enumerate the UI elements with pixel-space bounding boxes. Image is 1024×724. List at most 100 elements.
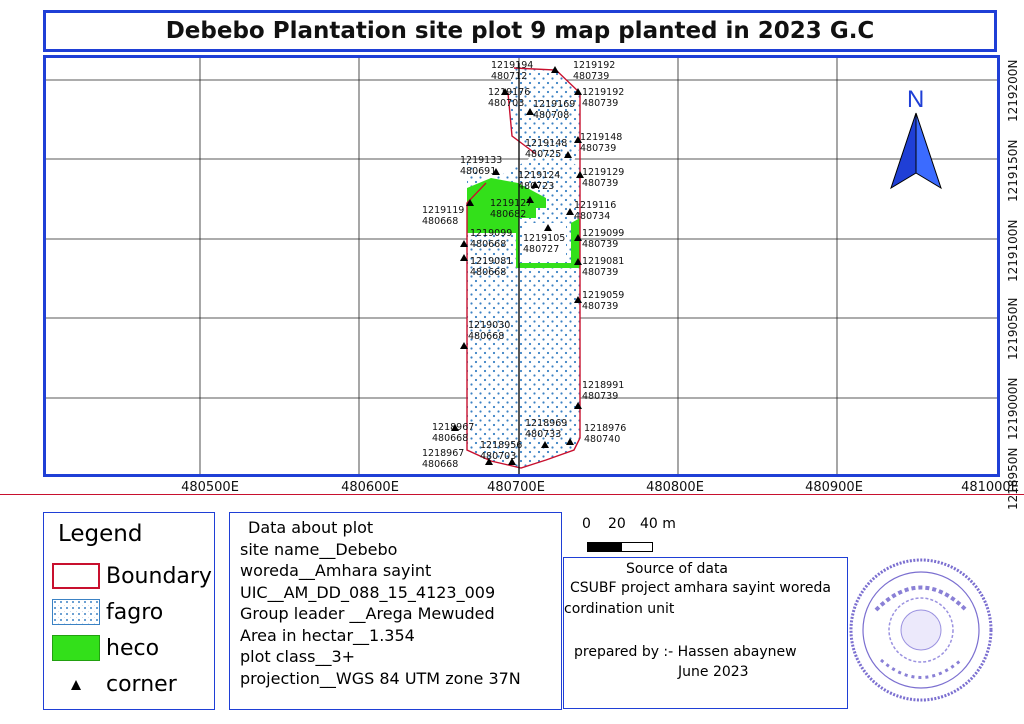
plot-info-panel: Data about plot site name__Debebo woreda…: [229, 512, 562, 710]
corner-coord-label: 1219030 480668: [468, 320, 511, 342]
legend-boundary-label: Boundary: [106, 564, 212, 589]
corner-marker-icon: [574, 136, 582, 143]
plot-info-line: plot class__3+: [240, 647, 356, 666]
y-tick-label: 1219100N: [1006, 219, 1020, 282]
corner-marker-icon: [508, 458, 516, 465]
corner-marker-icon: [460, 240, 468, 247]
x-tick-label: 480500E: [181, 480, 239, 495]
legend-panel: Legend Boundary fagro heco corner: [43, 512, 215, 710]
plot-info-heading: Data about plot: [248, 518, 374, 537]
corner-coord-label: 1218967 480668: [422, 448, 465, 470]
legend-corner-icon: [71, 680, 81, 690]
corner-marker-icon: [566, 438, 574, 445]
corner-coord-label: 1219194 480712: [491, 60, 534, 82]
corner-coord-label: 1219169 480708: [533, 99, 576, 121]
prepared-by: prepared by :- Hassen abaynew: [574, 644, 797, 660]
corner-marker-icon: [551, 66, 559, 73]
corner-coord-label: 1219105 480727: [523, 233, 566, 255]
corner-marker-icon: [451, 424, 459, 431]
legend-fagro-label: fagro: [106, 600, 164, 625]
prepared-date: June 2023: [678, 664, 749, 680]
plot-info-line: woreda__Amhara sayint: [240, 561, 432, 580]
corner-marker-icon: [564, 151, 572, 158]
map-canvas: [46, 58, 997, 474]
corner-marker-icon: [544, 224, 552, 231]
legend-corner-label: corner: [106, 672, 177, 697]
map-title-box: Debebo Plantation site plot 9 map plante…: [43, 10, 997, 52]
corner-marker-icon: [541, 441, 549, 448]
corner-marker-icon: [576, 171, 584, 178]
corner-marker-icon: [501, 88, 509, 95]
north-arrow: N: [890, 86, 942, 190]
corner-coord-label: 1218956 480703: [480, 440, 523, 462]
map-frame: N: [43, 55, 1000, 477]
corner-marker-icon: [574, 296, 582, 303]
legend-title: Legend: [58, 521, 143, 547]
corner-coord-label: 1219099 480668: [470, 228, 513, 250]
corner-marker-icon: [574, 402, 582, 409]
scale-label-0: 0: [582, 516, 591, 532]
y-tick-label: 1219150N: [1006, 139, 1020, 202]
corner-coord-label: 1219099 480739: [582, 228, 625, 250]
legend-heco-swatch: [52, 635, 100, 661]
scale-label-20: 20: [608, 516, 626, 532]
corner-marker-icon: [460, 342, 468, 349]
corner-marker-icon: [526, 196, 534, 203]
plot-info-line: Area in hectar__1.354: [240, 625, 415, 645]
corner-coord-label: 1219148 480725: [525, 138, 568, 160]
heco-area: [467, 178, 580, 268]
corner-coord-label: 1219133 480691: [460, 155, 503, 177]
corner-marker-icon: [466, 199, 474, 206]
corner-marker-icon: [574, 234, 582, 241]
y-tick-label: 1218950N: [1006, 447, 1020, 510]
y-tick-label: 1219050N: [1006, 297, 1020, 360]
corner-marker-icon: [526, 108, 534, 115]
map-bottom-redline: [0, 494, 1024, 495]
corner-coord-label: 1219192 480739: [573, 60, 616, 82]
corner-coord-label: 1219081 480668: [470, 256, 513, 278]
corner-marker-icon: [460, 254, 468, 261]
source-panel: Source of data CSUBF project amhara sayi…: [563, 557, 848, 709]
scale-label-40m: 40 m: [640, 516, 676, 532]
plot-info-line: Group leader __Arega Mewuded: [240, 604, 495, 623]
corner-marker-icon: [566, 208, 574, 215]
corner-coord-label: 1219127 480682: [490, 198, 533, 220]
x-tick-label: 480800E: [646, 480, 704, 495]
corner-marker-icon: [485, 458, 493, 465]
scale-bar: 0 20 40 m: [580, 516, 700, 556]
legend-heco-label: heco: [106, 636, 160, 661]
legend-boundary-swatch: [52, 563, 100, 589]
source-line1: CSUBF project amhara sayint woreda: [570, 580, 831, 596]
official-stamp-seal: [849, 558, 993, 702]
y-tick-label: 1219000N: [1006, 377, 1020, 440]
corner-coord-label: 1218976 480740: [584, 423, 627, 445]
x-tick-label: 480600E: [341, 480, 399, 495]
corner-marker-icon: [574, 88, 582, 95]
corner-marker-icon: [574, 258, 582, 265]
x-tick-label: 480900E: [805, 480, 863, 495]
heco-small: [491, 203, 519, 218]
map-title: Debebo Plantation site plot 9 map plante…: [165, 18, 875, 44]
corner-marker-icon: [492, 168, 500, 175]
corner-coord-label: 1219059 480739: [582, 290, 625, 312]
y-tick-label: 1219200N: [1006, 59, 1020, 122]
corner-coord-label: 1219081 480739: [582, 256, 625, 278]
legend-fagro-swatch: [52, 599, 100, 625]
corner-coord-label: 1219148 480739: [580, 132, 623, 154]
x-tick-label: 480700E: [487, 480, 545, 495]
corner-coord-label: 1218969 480733: [525, 418, 568, 440]
plot-info-line: site name__Debebo: [240, 539, 398, 559]
corner-coord-label: 1219129 480739: [582, 167, 625, 189]
corner-coord-label: 1219119 480668: [422, 205, 465, 227]
corner-coord-label: 1219192 480739: [582, 87, 625, 109]
corner-coord-label: 1219116 480734: [574, 200, 617, 222]
plot-info-line: UIC__AM_DD_088_15_4123_009: [240, 582, 496, 602]
plot-info-line: projection__WGS 84 UTM zone 37N: [240, 668, 521, 688]
x-tick-label: 481000E: [961, 480, 1019, 495]
corner-marker-icon: [531, 181, 539, 188]
corner-coord-label: 1219124 480723: [518, 170, 561, 192]
source-heading: Source of data: [626, 561, 729, 577]
source-line2: cordination unit: [564, 601, 675, 617]
north-label: N: [907, 86, 924, 113]
corner-coord-label: 1219176 480703: [488, 87, 531, 109]
